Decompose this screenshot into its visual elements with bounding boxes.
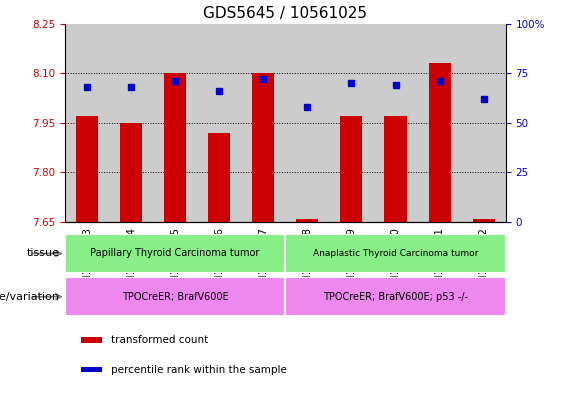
- FancyBboxPatch shape: [285, 277, 506, 316]
- Bar: [462, 24, 506, 222]
- Bar: [76, 116, 98, 222]
- Text: TPOCreER; BrafV600E: TPOCreER; BrafV600E: [122, 292, 228, 302]
- Bar: [418, 24, 462, 222]
- Bar: [120, 123, 142, 222]
- Title: GDS5645 / 10561025: GDS5645 / 10561025: [203, 6, 367, 21]
- Text: Papillary Thyroid Carcinoma tumor: Papillary Thyroid Carcinoma tumor: [90, 248, 260, 259]
- Bar: [164, 73, 186, 222]
- Text: tissue: tissue: [27, 248, 59, 259]
- Bar: [340, 116, 363, 222]
- Bar: [109, 24, 153, 222]
- Text: Anaplastic Thyroid Carcinoma tumor: Anaplastic Thyroid Carcinoma tumor: [313, 249, 478, 258]
- FancyBboxPatch shape: [65, 277, 285, 316]
- Text: percentile rank within the sample: percentile rank within the sample: [111, 365, 286, 375]
- Bar: [65, 24, 109, 222]
- Bar: [384, 116, 406, 222]
- Bar: [296, 219, 318, 222]
- Bar: [472, 219, 494, 222]
- Bar: [81, 367, 102, 372]
- Bar: [197, 24, 241, 222]
- Bar: [428, 63, 451, 222]
- Bar: [153, 24, 197, 222]
- Bar: [373, 24, 418, 222]
- Text: TPOCreER; BrafV600E; p53 -/-: TPOCreER; BrafV600E; p53 -/-: [323, 292, 468, 302]
- Bar: [329, 24, 373, 222]
- Bar: [241, 24, 285, 222]
- Bar: [252, 73, 275, 222]
- Bar: [208, 133, 231, 222]
- FancyBboxPatch shape: [285, 234, 506, 273]
- Text: genotype/variation: genotype/variation: [0, 292, 59, 302]
- Bar: [285, 24, 329, 222]
- Text: transformed count: transformed count: [111, 335, 208, 345]
- Bar: [81, 337, 102, 343]
- FancyBboxPatch shape: [65, 234, 285, 273]
